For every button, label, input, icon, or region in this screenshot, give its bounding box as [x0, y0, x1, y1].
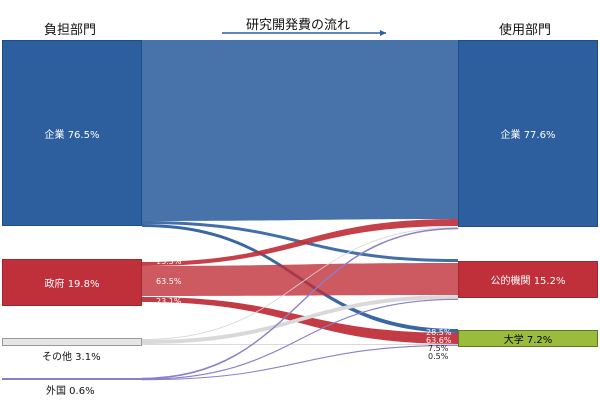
- univ-from-business-pct: 28.5%: [426, 328, 452, 337]
- flow-ribbon-7: [142, 227, 458, 340]
- gov-to-university-pct: 23.1%: [156, 297, 182, 306]
- flow-ribbon-9: [142, 344, 458, 345]
- source-node-business: 企業 76.5%: [2, 40, 142, 226]
- source-node-other: [2, 338, 142, 346]
- flow-ribbon-8: [142, 295, 458, 344]
- source-node-foreign: [2, 378, 142, 380]
- use-header: 使用部門: [499, 23, 552, 38]
- univ-from-foreign-pct: 0.5%: [428, 352, 449, 361]
- source-node-other-label: その他 3.1%: [42, 352, 101, 363]
- use-node-university: 大学 7.2%: [458, 330, 598, 347]
- flow-ribbon-12: [141, 344, 459, 381]
- gov-to-business-pct: 13.5%: [156, 257, 182, 266]
- use-node-business: 企業 77.6%: [458, 40, 598, 227]
- univ-from-other-pct: 7.5%: [428, 344, 449, 353]
- use-node-public: 公的機関 15.2%: [458, 261, 598, 298]
- flow-ribbon-5: [142, 263, 458, 296]
- flow-ribbon-4: [142, 219, 458, 266]
- flow-ribbon-11: [141, 298, 459, 380]
- use-node-business-label: 企業 77.6%: [500, 130, 556, 141]
- source-node-government-label: 政府 19.8%: [44, 279, 100, 290]
- flow-ribbon-10: [141, 227, 459, 380]
- use-node-public-label: 公的機関 15.2%: [490, 276, 566, 287]
- source-node-foreign-label: 外国 0.6%: [46, 386, 95, 397]
- source-header: 負担部門: [44, 23, 97, 38]
- univ-from-government-pct: 63.6%: [426, 336, 452, 345]
- gov-to-public-pct: 63.5%: [156, 277, 182, 286]
- source-node-business-label: 企業 76.5%: [44, 129, 100, 141]
- source-node-government: 政府 19.8%: [2, 259, 142, 306]
- flow-ribbon-1: [142, 40, 458, 221]
- flow-title: 研究開発費の流れ: [246, 18, 351, 33]
- use-node-university-label: 大学 7.2%: [503, 335, 553, 346]
